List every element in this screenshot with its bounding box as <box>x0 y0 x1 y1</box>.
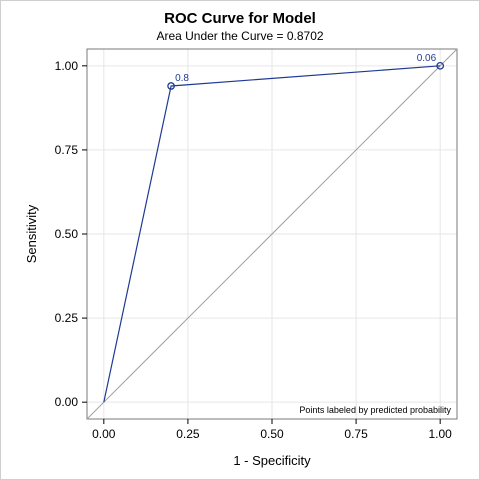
roc-point-0 <box>167 82 175 90</box>
grid-lines <box>87 49 457 419</box>
y-axis-label: Sensitivity <box>24 204 39 263</box>
y-tick-label-4: 1.00 <box>55 59 79 73</box>
chart-title: ROC Curve for Model <box>164 10 316 27</box>
x-axis-label: 1 - Specificity <box>233 453 311 468</box>
x-tick-label-0: 0.00 <box>92 427 116 441</box>
x-tick-label-1: 0.25 <box>176 427 200 441</box>
roc-curve-line <box>103 65 441 403</box>
x-tick-label-3: 0.75 <box>344 427 368 441</box>
x-tick-label-2: 0.50 <box>260 427 284 441</box>
reference-diagonal <box>86 48 458 420</box>
x-axis-ticks: 0.00 0.25 0.50 0.75 1.00 <box>92 419 452 441</box>
y-tick-label-1: 0.25 <box>55 311 79 325</box>
y-tick-label-2: 0.50 <box>55 227 79 241</box>
roc-series: 0.8 0.06 <box>103 53 445 403</box>
y-tick-label-3: 0.75 <box>55 143 79 157</box>
roc-point-1 <box>436 61 445 70</box>
y-axis-ticks: 0.00 0.25 0.50 0.75 1.00 <box>55 59 87 409</box>
chart-subtitle: Area Under the Curve = 0.8702 <box>156 29 324 43</box>
roc-point-label-0: 0.8 <box>175 73 189 84</box>
y-tick-label-0: 0.00 <box>55 395 79 409</box>
x-tick-label-4: 1.00 <box>429 427 453 441</box>
roc-point-label-1: 0.06 <box>417 53 437 64</box>
plot-note: Points labeled by predicted probability <box>299 405 451 415</box>
